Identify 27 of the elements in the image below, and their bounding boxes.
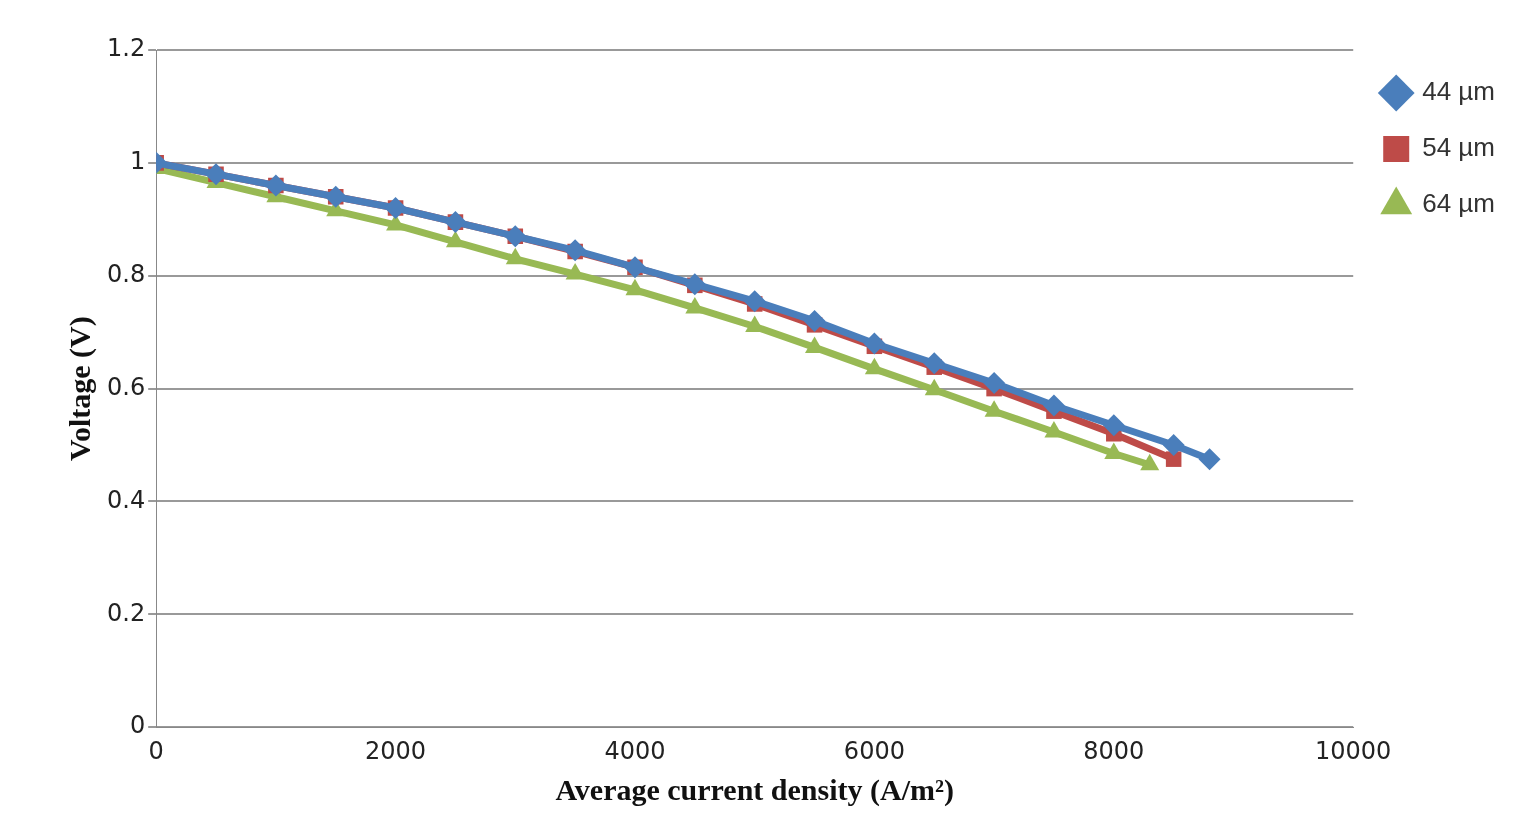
point: [1198, 448, 1221, 471]
y-tick-label: 1: [129, 147, 146, 176]
legend-label: 64 µm: [1422, 188, 1496, 219]
point: [743, 290, 766, 313]
legend-label: 54 µm: [1422, 132, 1496, 163]
point: [923, 352, 946, 375]
point: [863, 332, 886, 355]
y-tick-label: 1.2: [107, 34, 146, 63]
point: [1042, 394, 1065, 417]
y-axis-title: Voltage (V): [62, 316, 97, 461]
x-tick-label: 0: [148, 736, 164, 765]
x-tick-label: 2000: [365, 736, 427, 765]
y-tick-label: 0: [129, 711, 146, 740]
point: [803, 309, 826, 332]
point: [1162, 434, 1185, 457]
y-tick-label: 0.2: [107, 598, 146, 627]
y-tick-label: 0.6: [107, 372, 146, 401]
point: [983, 371, 1006, 394]
y-tick-label: 0.4: [107, 485, 146, 514]
x-tick-label: 4000: [604, 736, 666, 765]
point: [1102, 414, 1125, 437]
x-tick-label: 10000: [1315, 736, 1392, 765]
x-axis-title: Average current density (A/m²): [555, 772, 955, 807]
x-tick-label: 6000: [843, 736, 905, 765]
x-tick-label: 8000: [1083, 736, 1145, 765]
y-tick-label: 0.8: [107, 259, 146, 288]
legend-label: 44 µm: [1422, 76, 1496, 107]
